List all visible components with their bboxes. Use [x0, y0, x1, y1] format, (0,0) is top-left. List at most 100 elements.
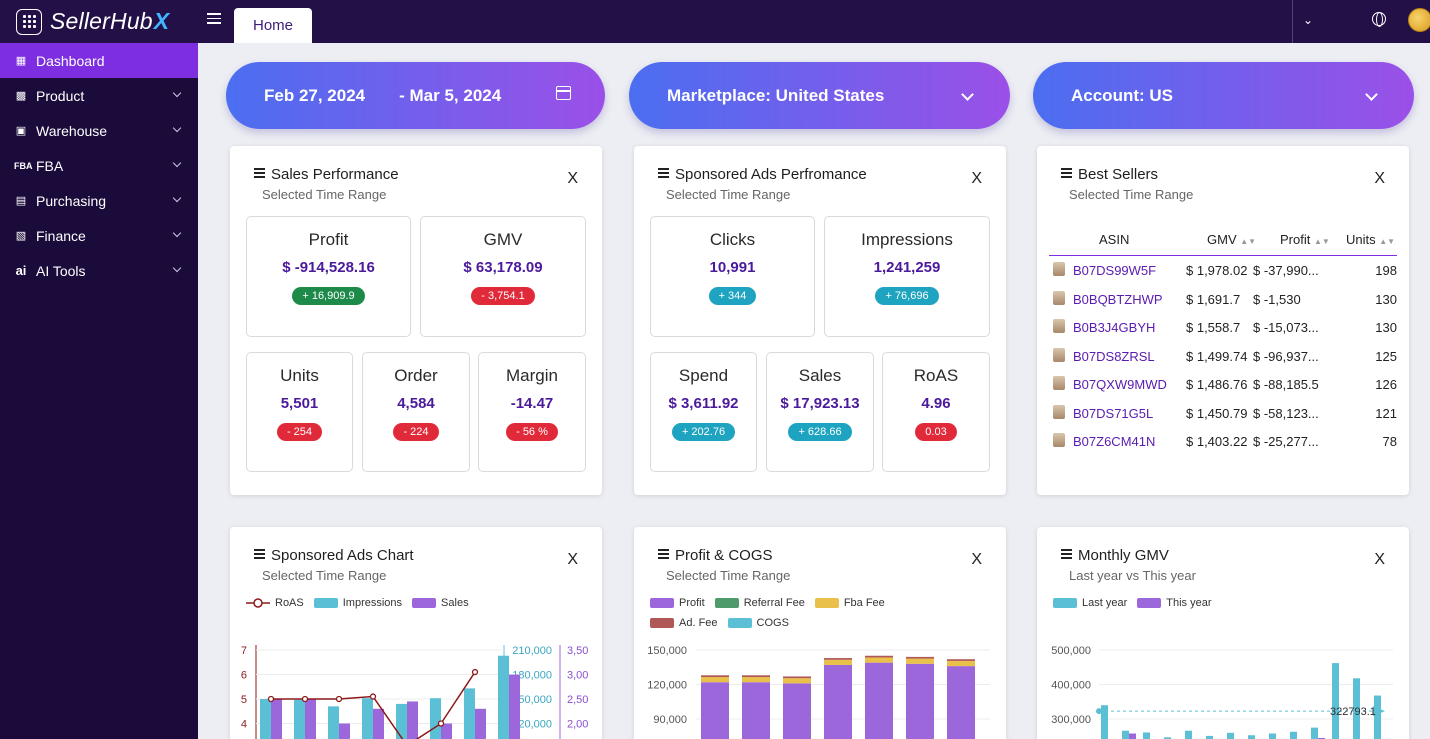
sidebar-item-purchasing[interactable]: ▤ Purchasing [0, 183, 198, 218]
markline-arrow [1373, 706, 1385, 717]
column-header-gmv[interactable]: GMV ▲▼ [1207, 232, 1256, 247]
table-row[interactable]: B07QXW9MWD $ 1,486.76 $ -88,185.5 126 [1049, 370, 1397, 399]
chevron-down-icon[interactable] [172, 123, 182, 133]
chevron-down-icon[interactable] [172, 228, 182, 238]
column-header-asin[interactable]: ASIN [1099, 232, 1130, 247]
asin-link[interactable]: B07DS8ZRSL [1073, 348, 1155, 364]
legend-item-impressions[interactable]: Impressions [313, 597, 402, 609]
close-button[interactable]: X [971, 170, 982, 187]
table-row[interactable]: B07DS99W5F $ 1,978.02 $ -37,990... 198 [1049, 256, 1397, 285]
asin-link[interactable]: B07QXW9MWD [1073, 377, 1167, 392]
avatar[interactable] [1408, 8, 1430, 32]
sidebar-item-product[interactable]: ▩ Product [0, 78, 198, 113]
delta-badge: + 628.66 [788, 423, 852, 441]
metric-value: 1,241,259 [873, 259, 941, 276]
legend-swatch [714, 598, 739, 608]
menu-icon[interactable] [658, 168, 669, 178]
legend-item-referral-fee[interactable]: Referral Fee [714, 597, 805, 609]
menu-icon[interactable] [254, 549, 265, 559]
legend-swatch [313, 598, 338, 608]
card-title[interactable]: Profit & COGS [658, 547, 773, 564]
menu-icon[interactable] [254, 168, 265, 178]
legend-item-fba-fee[interactable]: Fba Fee [814, 597, 885, 609]
asin-link[interactable]: B07DS71G5L [1073, 405, 1154, 421]
legend-item-cogs[interactable]: COGS [727, 617, 789, 629]
chevron-down-icon[interactable] [172, 193, 182, 203]
marketplace-select[interactable]: Marketplace: United States [629, 62, 1010, 129]
menu-icon[interactable] [1061, 549, 1072, 559]
close-button[interactable]: X [567, 170, 578, 187]
sidebar-item-finance[interactable]: ▧ Finance [0, 218, 198, 253]
bar-last-year [1101, 705, 1108, 739]
sidebar-toggle-icon[interactable] [207, 13, 221, 27]
card-title[interactable]: Sponsored Ads Chart [254, 547, 414, 564]
point-roas [437, 720, 445, 727]
bar-this-year [1318, 737, 1325, 739]
table-row[interactable]: B0B3J4GBYH $ 1,558.7 $ -15,073... 130 [1049, 313, 1397, 342]
card-title[interactable]: Monthly GMV [1061, 547, 1169, 564]
legend-item-this-year[interactable]: This year [1137, 597, 1212, 609]
legend-item-roas[interactable]: RoAS [246, 597, 304, 609]
metric-impressions: Impressions 1,241,259 + 76,696 [824, 216, 990, 337]
card-title[interactable]: Sales Performance [254, 166, 399, 183]
chevron-down-icon[interactable] [961, 88, 974, 101]
chevron-down-icon[interactable] [172, 88, 182, 98]
sidebar-item-ai-tools[interactable]: ai AI Tools [0, 253, 198, 288]
apps-grid-icon[interactable] [16, 8, 42, 35]
ai-icon: ai [15, 263, 27, 278]
legend-item-ad-fee[interactable]: Ad. Fee [650, 617, 718, 629]
legend-item-last-year[interactable]: Last year [1053, 597, 1127, 609]
table-row[interactable]: B07Z6CM41N $ 1,403.22 $ -25,277... 78 [1049, 427, 1397, 456]
legend-item-profit[interactable]: Profit [650, 597, 705, 609]
metric-value: $ 63,178.09 [463, 259, 543, 276]
bar-last-year [1143, 732, 1150, 739]
sort-icon[interactable]: ▲▼ [1313, 237, 1330, 246]
chevron-down-icon[interactable] [172, 158, 182, 168]
card-title-text: Best Sellers [1078, 166, 1159, 183]
tab-home[interactable]: Home [234, 8, 312, 43]
asin-link[interactable]: B07Z6CM41N [1073, 434, 1156, 449]
y-tick-label: 3,50 [567, 645, 588, 657]
card-title-text: Sponsored Ads Perfromance [675, 166, 867, 183]
bar-last-year [1290, 731, 1297, 739]
y-tick-label: 500,000 [1051, 645, 1091, 657]
table-row[interactable]: B07DS8ZRSL $ 1,499.74 $ -96,937... 125 [1049, 342, 1397, 371]
menu-icon[interactable] [658, 549, 669, 559]
close-button[interactable]: X [1374, 551, 1385, 568]
sort-icon[interactable]: ▲▼ [1240, 237, 1257, 246]
sort-icon[interactable]: ▲▼ [1379, 237, 1396, 246]
globe-icon[interactable] [1372, 12, 1386, 27]
account-select[interactable]: Account: US [1033, 62, 1414, 129]
legend-item-sales[interactable]: Sales [412, 597, 469, 609]
sidebar-item-dashboard[interactable]: ▦ Dashboard [0, 43, 198, 78]
column-header-units[interactable]: Units ▲▼ [1346, 232, 1395, 247]
metric-label: RoAS [913, 366, 959, 385]
card-title-text: Sales Performance [271, 166, 399, 183]
card-title[interactable]: Best Sellers [1061, 166, 1158, 183]
close-button[interactable]: X [971, 551, 982, 568]
asin-link[interactable]: B07DS99W5F [1073, 263, 1157, 278]
asin-link[interactable]: B0B3J4GBYH [1073, 320, 1156, 335]
card-subtitle: Last year vs This year [1069, 568, 1196, 583]
sidebar-item-warehouse[interactable]: ▣ Warehouse [0, 113, 198, 148]
chevron-down-icon[interactable]: ⌄ [1303, 13, 1314, 27]
product-thumbnail [1053, 376, 1065, 390]
bar-last-year [1164, 737, 1171, 739]
chevron-down-icon[interactable] [1365, 88, 1378, 101]
brand[interactable]: SellerHub X [0, 0, 198, 43]
calendar-icon[interactable] [556, 86, 571, 100]
column-header-profit[interactable]: Profit ▲▼ [1280, 232, 1330, 247]
date-range-picker[interactable]: Feb 27, 2024 - Mar 5, 2024 [226, 62, 605, 129]
close-button[interactable]: X [1374, 170, 1385, 187]
card-title[interactable]: Sponsored Ads Perfromance [658, 166, 867, 183]
bar-last-year [1185, 730, 1192, 739]
asin-link[interactable]: B0BQBTZHWP [1073, 291, 1163, 307]
close-button[interactable]: X [567, 551, 578, 568]
table-row[interactable]: B07DS71G5L $ 1,450.79 $ -58,123... 121 [1049, 399, 1397, 428]
sidebar-item-fba[interactable]: FBA FBA [0, 148, 198, 183]
table-row[interactable]: B0BQBTZHWP $ 1,691.7 $ -1,530 130 [1049, 285, 1397, 314]
menu-icon[interactable] [1061, 168, 1072, 178]
profit-cogs-card: Profit & COGS Selected Time Range X Prof… [634, 527, 1006, 739]
bar-impressions [260, 699, 271, 739]
chevron-down-icon[interactable] [172, 263, 182, 273]
